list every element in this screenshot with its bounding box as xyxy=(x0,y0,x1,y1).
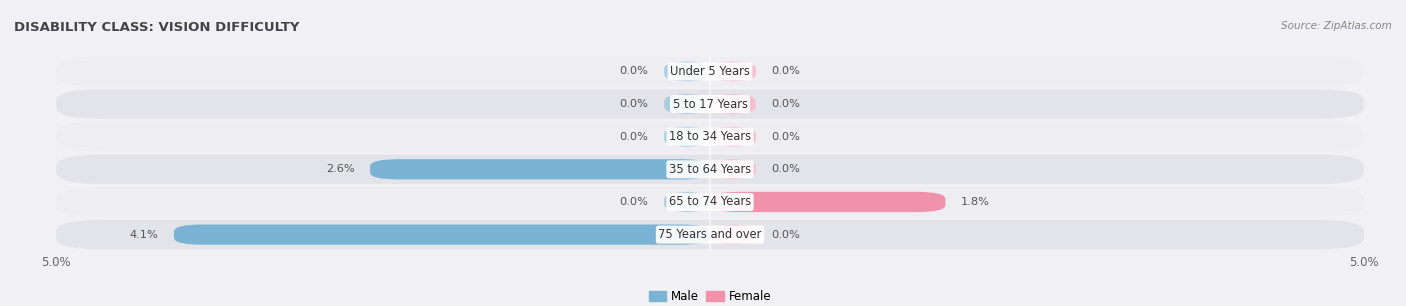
FancyBboxPatch shape xyxy=(710,127,756,147)
FancyBboxPatch shape xyxy=(56,122,1364,151)
FancyBboxPatch shape xyxy=(710,61,756,81)
Text: 0.0%: 0.0% xyxy=(772,132,800,142)
FancyBboxPatch shape xyxy=(56,57,1364,86)
FancyBboxPatch shape xyxy=(710,94,756,114)
Text: Under 5 Years: Under 5 Years xyxy=(671,65,749,78)
FancyBboxPatch shape xyxy=(710,225,756,245)
Text: 0.0%: 0.0% xyxy=(620,99,648,109)
Text: 4.1%: 4.1% xyxy=(129,230,159,240)
FancyBboxPatch shape xyxy=(56,187,1364,217)
Text: 0.0%: 0.0% xyxy=(620,66,648,76)
FancyBboxPatch shape xyxy=(710,159,756,179)
FancyBboxPatch shape xyxy=(664,61,710,81)
FancyBboxPatch shape xyxy=(56,89,1364,119)
Text: 1.8%: 1.8% xyxy=(962,197,990,207)
Text: 75 Years and over: 75 Years and over xyxy=(658,228,762,241)
Text: 0.0%: 0.0% xyxy=(772,99,800,109)
Text: 35 to 64 Years: 35 to 64 Years xyxy=(669,163,751,176)
Text: 65 to 74 Years: 65 to 74 Years xyxy=(669,196,751,208)
Text: Source: ZipAtlas.com: Source: ZipAtlas.com xyxy=(1281,21,1392,32)
Text: 0.0%: 0.0% xyxy=(620,197,648,207)
FancyBboxPatch shape xyxy=(710,192,945,212)
Text: 0.0%: 0.0% xyxy=(772,66,800,76)
Text: 0.0%: 0.0% xyxy=(772,164,800,174)
FancyBboxPatch shape xyxy=(174,225,710,245)
FancyBboxPatch shape xyxy=(56,155,1364,184)
FancyBboxPatch shape xyxy=(664,94,710,114)
FancyBboxPatch shape xyxy=(56,220,1364,249)
Legend: Male, Female: Male, Female xyxy=(644,285,776,306)
FancyBboxPatch shape xyxy=(664,127,710,147)
FancyBboxPatch shape xyxy=(370,159,710,179)
Text: DISABILITY CLASS: VISION DIFFICULTY: DISABILITY CLASS: VISION DIFFICULTY xyxy=(14,21,299,34)
Text: 18 to 34 Years: 18 to 34 Years xyxy=(669,130,751,143)
Text: 2.6%: 2.6% xyxy=(326,164,354,174)
Text: 0.0%: 0.0% xyxy=(772,230,800,240)
Text: 0.0%: 0.0% xyxy=(620,132,648,142)
FancyBboxPatch shape xyxy=(664,192,710,212)
Text: 5 to 17 Years: 5 to 17 Years xyxy=(672,98,748,110)
